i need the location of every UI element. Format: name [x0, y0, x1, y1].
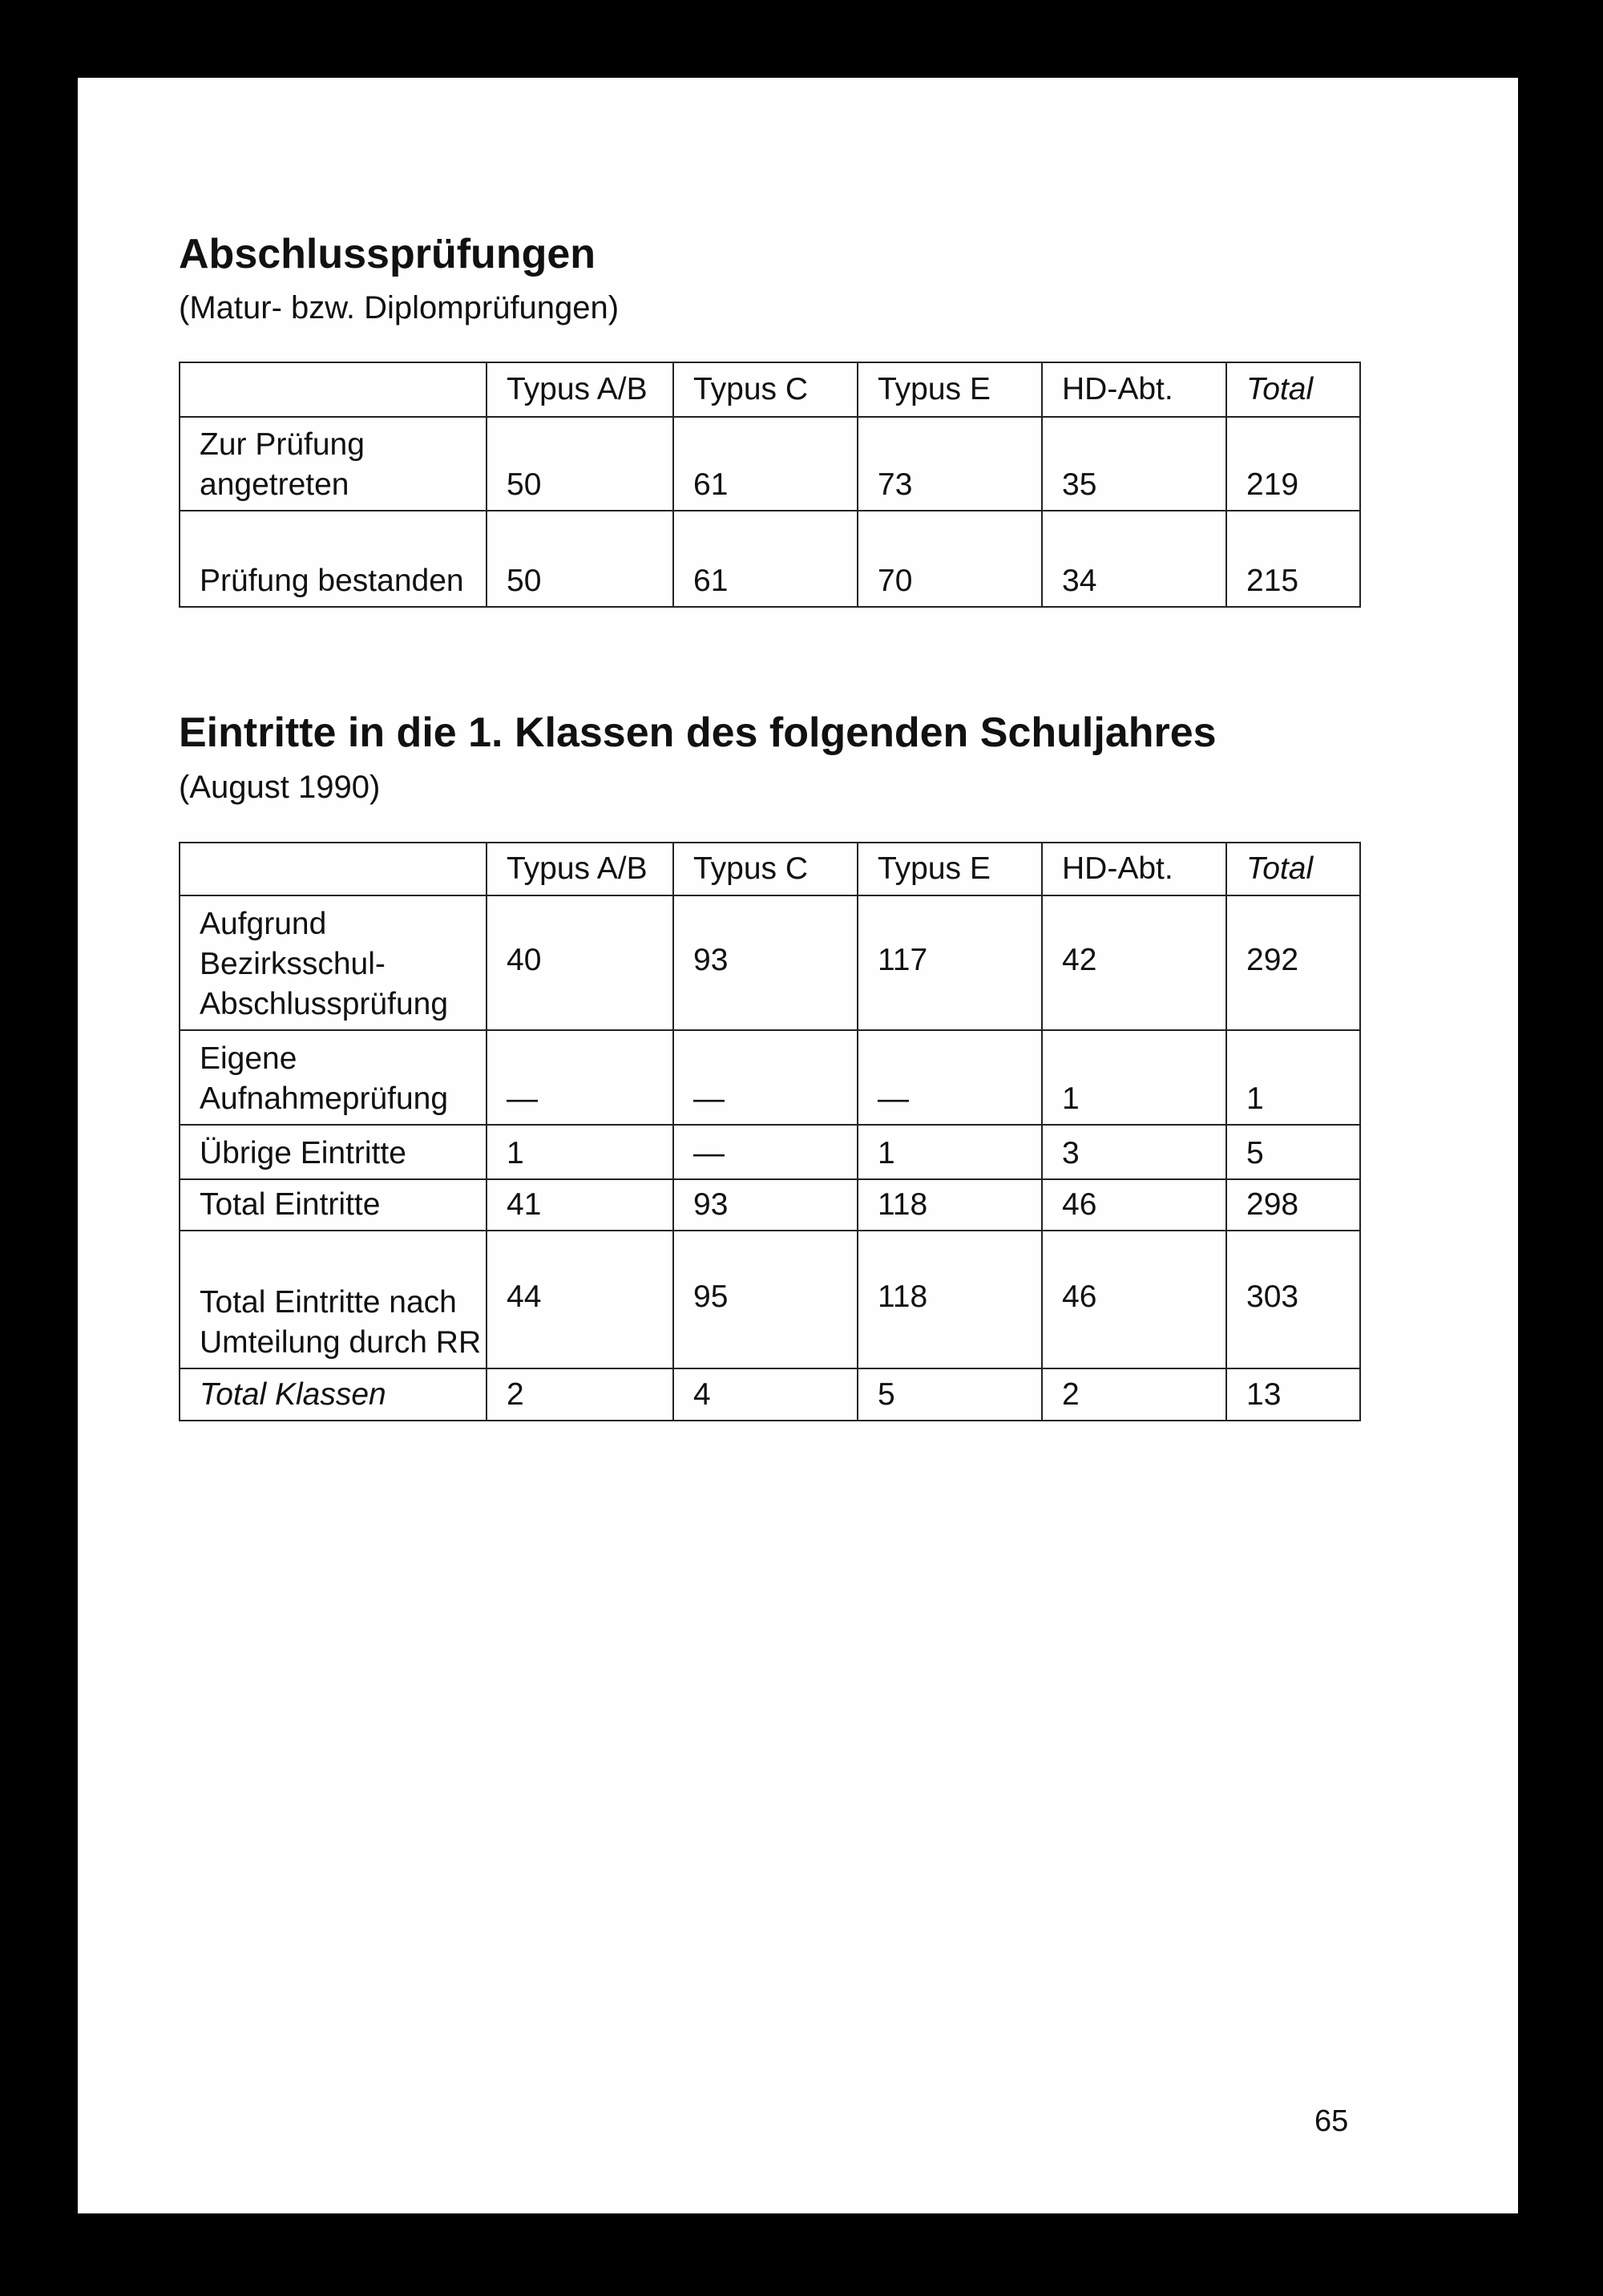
- cell-value: 41: [486, 1178, 674, 1231]
- cell-value: 118: [857, 1178, 1043, 1231]
- cell-value: 61: [672, 416, 858, 511]
- cell-value: 70: [857, 510, 1043, 608]
- table-row: Zur Prüfung angetreten 50 61 73 35 219: [179, 416, 1361, 511]
- cell-value: 3: [1041, 1124, 1227, 1180]
- column-header: Total: [1225, 842, 1361, 896]
- cell-value: 93: [672, 895, 858, 1031]
- entries-table: Typus A/B Typus C Typus E HD-Abt. Total Aufgr…: [179, 842, 1361, 1421]
- cell-value: 117: [857, 895, 1043, 1031]
- section2-subtitle: (August 1990): [179, 770, 381, 805]
- cell-value: 292: [1225, 895, 1361, 1031]
- row-label: Total Eintritte: [179, 1178, 487, 1231]
- table-row: Total Klassen 2 4 5 2 13: [179, 1368, 1361, 1421]
- header-row: Typus A/B Typus C Typus E HD-Abt. Total: [179, 362, 1361, 418]
- column-header: [179, 842, 487, 896]
- cell-value: 4: [672, 1368, 858, 1421]
- section1-title: Abschlussprüfungen: [179, 231, 596, 277]
- cell-value: 46: [1041, 1230, 1227, 1369]
- cell-value: 215: [1225, 510, 1361, 608]
- cell-value: 50: [486, 510, 674, 608]
- cell-value: —: [672, 1124, 858, 1180]
- column-header: Typus A/B: [486, 842, 674, 896]
- cell-value: 1: [857, 1124, 1043, 1180]
- page-number: 65: [1314, 2104, 1349, 2138]
- column-header: Typus E: [857, 842, 1043, 896]
- cell-value: 2: [1041, 1368, 1227, 1421]
- column-header: Typus C: [672, 842, 858, 896]
- cell-value: 1: [1041, 1029, 1227, 1126]
- section2-title: Eintritte in die 1. Klassen des folgende…: [179, 709, 1217, 756]
- column-header: HD-Abt.: [1041, 842, 1227, 896]
- table-row: Total Eintritte nach Umteilung durch RR 4…: [179, 1230, 1361, 1369]
- cell-value: 5: [857, 1368, 1043, 1421]
- cell-value: 46: [1041, 1178, 1227, 1231]
- row-label: Eigene Aufnahmeprüfung: [179, 1029, 487, 1126]
- row-label: Total Eintritte nach Umteilung durch RR: [179, 1230, 487, 1369]
- table-row: Eigene Aufnahmeprüfung — — —1 1: [179, 1029, 1361, 1126]
- cell-value: —: [857, 1029, 1043, 1126]
- column-header: Typus C: [672, 362, 858, 418]
- cell-value: 2: [486, 1368, 674, 1421]
- row-label: Total Klassen: [179, 1368, 487, 1421]
- row-label: Aufgrund Bezirksschul-Abschlussprüfung: [179, 895, 487, 1031]
- cell-value: 34: [1041, 510, 1227, 608]
- cell-value: 5: [1225, 1124, 1361, 1180]
- table-row: Prüfung bestanden 50 61 70 34 215: [179, 510, 1361, 608]
- table-row: Übrige Eintritte 1—1 3 5: [179, 1124, 1361, 1180]
- cell-value: 93: [672, 1178, 858, 1231]
- row-label: Übrige Eintritte: [179, 1124, 487, 1180]
- cell-value: 35: [1041, 416, 1227, 511]
- cell-value: 303: [1225, 1230, 1361, 1369]
- cell-value: 40: [486, 895, 674, 1031]
- cell-value: —: [672, 1029, 858, 1126]
- cell-value: 95: [672, 1230, 858, 1369]
- cell-value: 61: [672, 510, 858, 608]
- row-label: Zur Prüfung angetreten: [179, 416, 487, 511]
- row-label: Prüfung bestanden: [179, 510, 487, 608]
- cell-value: 13: [1225, 1368, 1361, 1421]
- cell-value: 219: [1225, 416, 1361, 511]
- column-header: [179, 362, 487, 418]
- exam-table: Typus A/B Typus C Typus E HD-Abt. Total Zur P…: [179, 362, 1361, 608]
- table-row: Aufgrund Bezirksschul-Abschlussprüfung 40…: [179, 895, 1361, 1031]
- cell-value: —: [486, 1029, 674, 1126]
- column-header: Typus A/B: [486, 362, 674, 418]
- cell-value: 50: [486, 416, 674, 511]
- cell-value: 44: [486, 1230, 674, 1369]
- cell-value: 298: [1225, 1178, 1361, 1231]
- header-row: Typus A/B Typus C Typus E HD-Abt. Total: [179, 842, 1361, 896]
- column-header: HD-Abt.: [1041, 362, 1227, 418]
- cell-value: 1: [486, 1124, 674, 1180]
- cell-value: 73: [857, 416, 1043, 511]
- section1-subtitle: (Matur- bzw. Diplomprüfungen): [179, 290, 620, 325]
- cell-value: 118: [857, 1230, 1043, 1369]
- column-header: Total: [1225, 362, 1361, 418]
- cell-value: 1: [1225, 1029, 1361, 1126]
- cell-value: 42: [1041, 895, 1227, 1031]
- column-header: Typus E: [857, 362, 1043, 418]
- table-row: Total Eintritte 41 93 118 46 298: [179, 1178, 1361, 1231]
